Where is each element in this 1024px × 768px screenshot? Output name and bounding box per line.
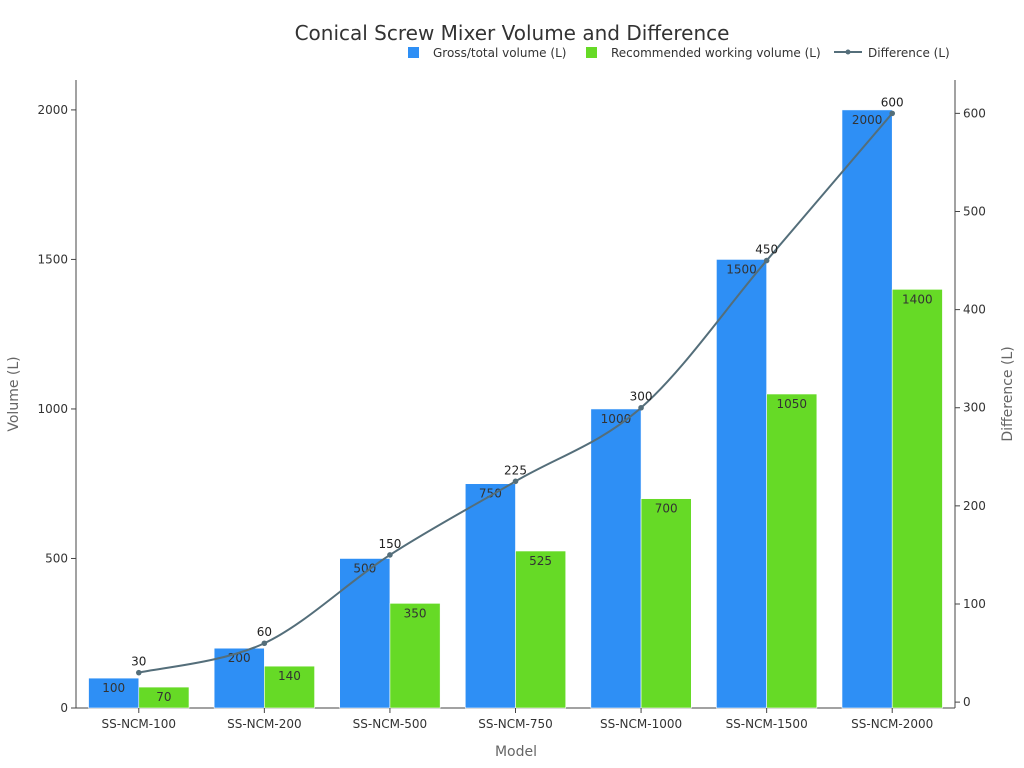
y-right-tick-label-0: 0 — [963, 695, 971, 709]
legend-swatch-working — [586, 47, 597, 58]
bar-label-working-3: 525 — [529, 554, 552, 568]
bar-label-working-1: 140 — [278, 669, 301, 683]
legend-swatch-gross — [408, 47, 419, 58]
bar-working-4 — [640, 498, 692, 709]
difference-label-3: 225 — [504, 463, 527, 477]
x-tick-label-5: SS-NCM-1500 — [726, 717, 808, 731]
x-tick-label-1: SS-NCM-200 — [227, 717, 302, 731]
legend: Gross/total volume (L) Recommended worki… — [408, 46, 950, 60]
x-tick-label-4: SS-NCM-1000 — [600, 717, 682, 731]
x-tick-label-3: SS-NCM-750 — [478, 717, 553, 731]
difference-label-0: 30 — [131, 655, 146, 669]
x-ticks: SS-NCM-100 SS-NCM-200 SS-NCM-500 SS-NCM-750… — [102, 708, 933, 731]
bar-label-gross-5: 1500 — [726, 262, 757, 276]
bar-label-gross-3: 750 — [479, 487, 502, 501]
y-right-tick-label-3: 300 — [963, 401, 986, 415]
y-right-tick-label-5: 500 — [963, 204, 986, 218]
bar-gross-6 — [841, 109, 893, 709]
y-ticks-left: 0 500 1000 1500 2000 — [37, 103, 76, 715]
difference-label-5: 450 — [755, 243, 778, 257]
legend-label-gross: Gross/total volume (L) — [433, 46, 566, 60]
difference-point-2 — [387, 552, 393, 558]
y-ticks-right: 0 100 200 300 400 500 600 — [955, 106, 986, 709]
x-axis-label: Model — [495, 744, 537, 760]
legend-label-difference: Difference (L) — [868, 46, 950, 60]
difference-label-2: 150 — [378, 537, 401, 551]
y-axis-left-label: Volume (L) — [6, 356, 22, 431]
bar-working-1 — [264, 665, 315, 709]
bar-label-working-0: 70 — [156, 690, 171, 704]
y-right-tick-label-2: 200 — [963, 499, 986, 513]
y-right-tick-label-1: 100 — [963, 597, 986, 611]
chart-title: Conical Screw Mixer Volume and Differenc… — [295, 21, 730, 45]
y-left-tick-label-4: 2000 — [37, 103, 68, 117]
difference-line-group: 30 60 150 225 300 450 600 — [131, 95, 904, 676]
difference-point-4 — [638, 404, 644, 411]
legend-label-working: Recommended working volume (L) — [611, 46, 821, 60]
y-left-tick-label-1: 500 — [45, 551, 68, 565]
bar-gross-5 — [716, 259, 767, 709]
bar-labels-group: 1007020014050035075052510007001500105020… — [102, 113, 932, 704]
bar-label-working-2: 350 — [404, 606, 427, 620]
bar-label-working-4: 700 — [655, 502, 678, 516]
y-left-tick-label-0: 0 — [60, 701, 68, 715]
bar-gross-0 — [88, 677, 140, 709]
y-right-tick-label-6: 600 — [963, 106, 986, 120]
y-axis-right-label: Difference (L) — [1000, 346, 1016, 441]
y-left-tick-label-3: 1500 — [37, 252, 68, 266]
legend-swatch-difference-marker — [845, 49, 851, 55]
x-tick-label-0: SS-NCM-100 — [102, 717, 177, 731]
bar-working-2 — [389, 603, 441, 709]
bar-working-0 — [138, 686, 190, 709]
difference-point-6 — [889, 110, 896, 117]
y-left-tick-label-2: 1000 — [37, 402, 68, 416]
bar-working-5 — [766, 393, 818, 709]
difference-point-3 — [512, 478, 519, 485]
x-tick-label-2: SS-NCM-500 — [353, 717, 428, 731]
difference-label-1: 60 — [257, 625, 272, 639]
bar-label-working-5: 1050 — [776, 397, 807, 411]
bar-gross-2 — [339, 558, 391, 709]
difference-point-5 — [763, 257, 770, 264]
x-tick-label-6: SS-NCM-2000 — [851, 717, 933, 731]
bar-gross-3 — [464, 483, 516, 709]
difference-label-4: 300 — [630, 390, 653, 404]
bar-working-6 — [891, 289, 943, 709]
difference-point-1 — [261, 640, 268, 647]
bar-label-gross-0: 100 — [102, 681, 125, 695]
bar-gross-4 — [590, 408, 642, 709]
difference-label-6: 600 — [881, 95, 904, 109]
bar-label-gross-6: 2000 — [852, 113, 883, 127]
y-right-tick-label-4: 400 — [963, 303, 986, 317]
bar-label-gross-2: 500 — [353, 561, 376, 575]
bar-label-working-6: 1400 — [902, 292, 933, 306]
bars-group — [88, 109, 943, 709]
difference-point-0 — [135, 669, 142, 676]
bar-working-3 — [515, 550, 567, 709]
